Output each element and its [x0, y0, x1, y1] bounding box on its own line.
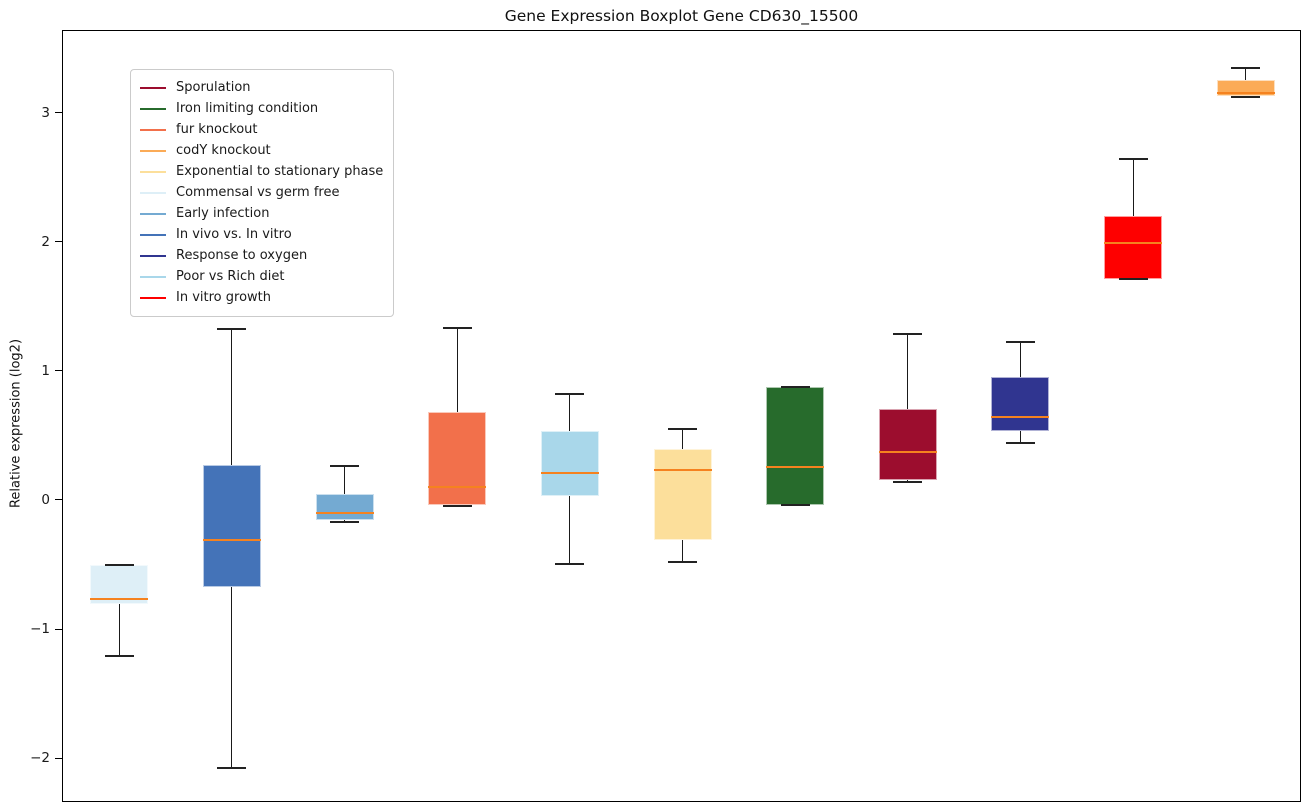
median-line: [653, 468, 712, 471]
whisker-cap: [668, 560, 697, 563]
whisker-cap: [1231, 67, 1261, 70]
whisker-cap: [1005, 341, 1035, 344]
legend-item: Exponential to stationary phase: [140, 161, 383, 182]
legend-item: Early infection: [140, 203, 383, 224]
whisker-cap: [893, 333, 923, 336]
whisker-cap: [1231, 95, 1261, 98]
median-line: [202, 538, 261, 541]
legend-color-swatch: [140, 128, 166, 131]
boxplot-box: [766, 387, 825, 505]
legend-item: In vitro growth: [140, 287, 383, 308]
boxplot-box: [202, 464, 261, 588]
whisker-line: [344, 466, 346, 522]
whisker-cap: [668, 427, 697, 430]
y-tick-mark: [55, 499, 62, 501]
legend-item: Iron limiting condition: [140, 98, 383, 119]
legend-item: In vivo vs. In vitro: [140, 224, 383, 245]
whisker-cap: [555, 563, 585, 566]
y-tick-mark: [55, 370, 62, 372]
whisker-cap: [780, 503, 810, 506]
whisker-line: [118, 565, 120, 656]
whisker-cap: [442, 505, 472, 508]
legend-item: Commensal vs germ free: [140, 182, 383, 203]
legend-item-label: In vivo vs. In vitro: [176, 227, 292, 242]
legend-item: Sporulation: [140, 77, 383, 98]
whisker-cap: [217, 767, 247, 770]
boxplot-box: [540, 431, 599, 496]
legend-item: codY knockout: [140, 140, 383, 161]
legend-color-swatch: [140, 254, 166, 257]
whisker-cap: [217, 328, 247, 331]
boxplot-box: [991, 376, 1050, 432]
legend-item-label: Poor vs Rich diet: [176, 269, 285, 284]
whisker-cap: [780, 386, 810, 389]
y-axis-label: Relative expression (log2): [8, 338, 24, 509]
whisker-cap: [555, 392, 585, 395]
whisker-cap: [893, 480, 923, 483]
boxplot-box: [653, 449, 712, 540]
legend-color-swatch: [140, 191, 166, 194]
median-line: [766, 466, 825, 469]
legend-color-swatch: [140, 170, 166, 173]
plot-area: Sporulation Iron limiting condition fur kn…: [62, 30, 1301, 802]
legend-item-label: Exponential to stationary phase: [176, 164, 384, 179]
legend-item-label: codY knockout: [176, 143, 271, 158]
boxplot-box: [1216, 80, 1275, 96]
legend-color-swatch: [140, 149, 166, 152]
whisker-cap: [1005, 441, 1035, 444]
boxplot-box: [1104, 215, 1163, 279]
boxplot-box: [428, 411, 487, 505]
boxplot-box: [315, 494, 374, 521]
legend-item-label: Early infection: [176, 206, 270, 221]
y-tick-label: 0: [41, 491, 50, 508]
y-tick-mark: [55, 241, 62, 243]
legend-color-swatch: [140, 212, 166, 215]
legend-color-swatch: [140, 86, 166, 89]
chart-title: Gene Expression Boxplot Gene CD630_15500: [504, 7, 859, 25]
whisker-line: [907, 334, 909, 482]
median-line: [878, 450, 937, 453]
y-tick-label: −2: [30, 750, 50, 767]
y-tick-mark: [55, 112, 62, 114]
legend-item-label: Sporulation: [176, 80, 251, 95]
whisker-cap: [1118, 277, 1148, 280]
legend: Sporulation Iron limiting condition fur kn…: [130, 69, 395, 317]
legend-color-swatch: [140, 233, 166, 236]
median-line: [90, 598, 149, 601]
median-line: [540, 471, 599, 474]
median-line: [428, 485, 487, 488]
y-tick-mark: [55, 757, 62, 759]
legend-item: fur knockout: [140, 119, 383, 140]
boxplot-box: [878, 409, 937, 481]
y-tick-label: 3: [41, 104, 50, 121]
legend-item-label: Commensal vs germ free: [176, 185, 340, 200]
legend-color-swatch: [140, 296, 166, 299]
y-tick-label: 1: [41, 362, 50, 379]
median-line: [1104, 241, 1163, 244]
legend-color-swatch: [140, 107, 166, 110]
y-tick-label: 2: [41, 233, 50, 250]
legend-item: Poor vs Rich diet: [140, 266, 383, 287]
median-line: [1216, 91, 1275, 94]
whisker-cap: [104, 564, 134, 567]
legend-color-swatch: [140, 275, 166, 278]
whisker-cap: [442, 326, 472, 329]
median-line: [315, 511, 374, 514]
y-tick-mark: [55, 628, 62, 630]
legend-item-label: In vitro growth: [176, 290, 271, 305]
legend-item-label: fur knockout: [176, 122, 258, 137]
whisker-cap: [1118, 157, 1148, 160]
median-line: [991, 416, 1050, 418]
whisker-cap: [330, 465, 360, 468]
legend-item: Response to oxygen: [140, 245, 383, 266]
legend-item-label: Iron limiting condition: [176, 101, 319, 116]
whisker-cap: [330, 520, 360, 523]
y-tick-label: −1: [30, 621, 50, 637]
whisker-cap: [104, 654, 134, 657]
legend-item-label: Response to oxygen: [176, 248, 308, 263]
